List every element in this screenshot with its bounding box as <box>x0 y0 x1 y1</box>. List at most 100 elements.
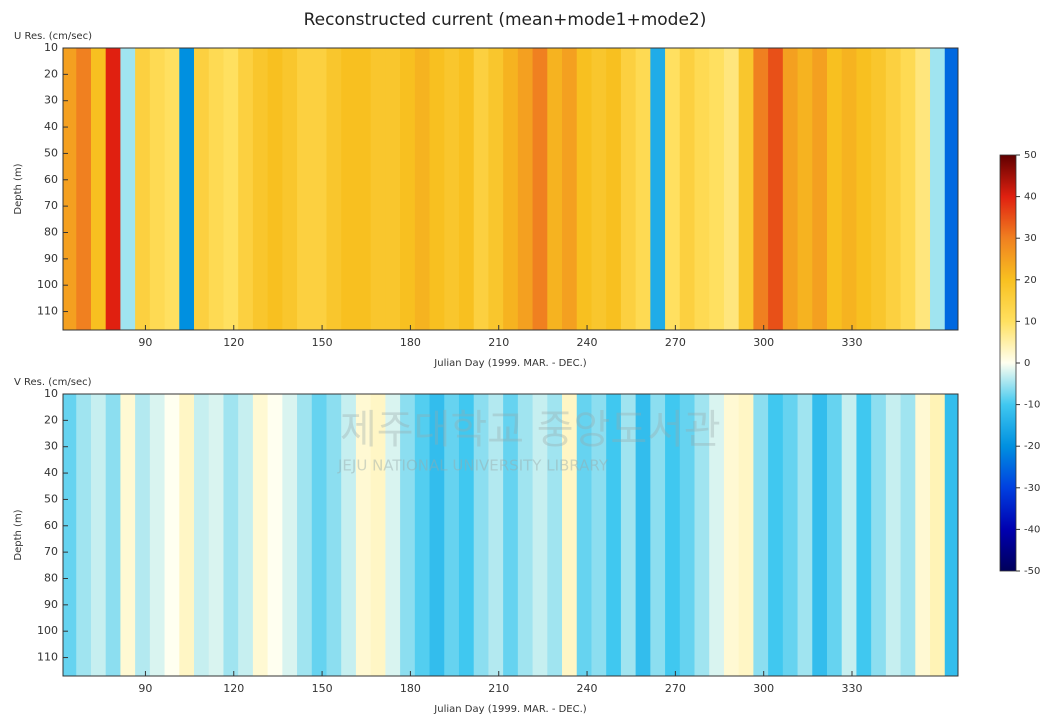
cell <box>709 394 725 676</box>
cell <box>488 394 504 676</box>
cell <box>606 48 622 330</box>
cell <box>370 48 386 330</box>
cell <box>517 394 534 676</box>
x-tick-label: 300 <box>753 682 774 695</box>
cell <box>297 48 313 330</box>
y-axis-label: Depth (m) <box>13 509 24 560</box>
cell <box>458 394 475 676</box>
y-tick-label: 60 <box>44 173 58 186</box>
x-tick-label: 180 <box>400 682 421 695</box>
cell <box>223 48 239 330</box>
cell <box>238 48 254 330</box>
cell <box>282 48 298 330</box>
x-tick-label: 120 <box>223 682 244 695</box>
cell <box>414 394 431 676</box>
cell <box>355 48 372 330</box>
cell <box>562 394 578 676</box>
cell <box>179 48 195 330</box>
colorbar-tick-label: -20 <box>1024 441 1040 452</box>
cell <box>709 48 725 330</box>
x-tick-label: 330 <box>842 682 863 695</box>
colorbar-tick-label: -30 <box>1024 483 1040 494</box>
cell <box>297 394 313 676</box>
x-tick-label: 300 <box>753 336 774 349</box>
cell <box>444 48 460 330</box>
y-tick-label: 30 <box>44 94 58 107</box>
cell <box>797 394 813 676</box>
y-tick-label: 100 <box>37 278 58 291</box>
cell <box>473 394 490 676</box>
cell <box>650 48 666 330</box>
cell <box>576 48 593 330</box>
x-tick-label: 90 <box>138 682 152 695</box>
cell <box>694 48 710 330</box>
cell <box>473 48 490 330</box>
cell <box>458 48 475 330</box>
cell <box>738 394 754 676</box>
x-tick-label: 270 <box>665 336 686 349</box>
y-tick-label: 70 <box>44 545 58 558</box>
cell <box>591 48 607 330</box>
cell <box>606 394 622 676</box>
y-tick-label: 30 <box>44 440 58 453</box>
cell <box>871 48 887 330</box>
x-tick-label: 150 <box>312 682 333 695</box>
cell <box>679 48 696 330</box>
cell <box>562 48 578 330</box>
cell <box>400 394 416 676</box>
cell <box>885 394 902 676</box>
cell <box>547 394 563 676</box>
cell <box>768 48 784 330</box>
cell <box>576 394 593 676</box>
cell <box>547 48 563 330</box>
field <box>63 394 958 676</box>
cell <box>444 394 460 676</box>
cell <box>400 48 416 330</box>
cell <box>620 394 637 676</box>
cell <box>753 394 769 676</box>
cell <box>856 48 872 330</box>
cell <box>135 394 151 676</box>
cell <box>797 48 813 330</box>
y-tick-label: 100 <box>37 624 58 637</box>
y-tick-label: 10 <box>44 387 58 400</box>
cell <box>782 48 799 330</box>
cell <box>532 394 548 676</box>
y-tick-label: 20 <box>44 413 58 426</box>
cell <box>915 48 931 330</box>
cell <box>311 48 328 330</box>
cell <box>738 48 754 330</box>
cell <box>503 394 519 676</box>
cell <box>944 394 958 676</box>
y-tick-label: 10 <box>44 41 58 54</box>
cell <box>179 394 195 676</box>
cell <box>930 394 946 676</box>
y-tick-label: 50 <box>44 146 58 159</box>
x-tick-label: 210 <box>488 682 509 695</box>
watermark: 제주대학교 중앙도서관 <box>340 407 721 453</box>
cell <box>488 48 504 330</box>
cell <box>90 394 107 676</box>
cell <box>532 48 548 330</box>
x-tick-label: 180 <box>400 336 421 349</box>
colorbar-tick-label: -40 <box>1024 524 1040 535</box>
colorbar-tick-label: 50 <box>1024 150 1037 161</box>
cell <box>164 48 180 330</box>
cell <box>135 48 151 330</box>
cell <box>429 394 445 676</box>
watermark-en: JEJU NATIONAL UNIVERSITY LIBRARY <box>337 457 609 475</box>
colorbar-tick-label: 10 <box>1024 316 1037 327</box>
panel-label: U Res. (cm/sec) <box>14 31 92 42</box>
cell <box>650 394 666 676</box>
x-tick-label: 90 <box>138 336 152 349</box>
y-tick-label: 110 <box>37 651 58 664</box>
cell <box>723 394 740 676</box>
cell <box>826 394 843 676</box>
cell <box>149 48 166 330</box>
cell <box>326 394 342 676</box>
plot-frame <box>62 393 959 677</box>
cell <box>900 48 916 330</box>
cell <box>105 48 122 330</box>
cell <box>679 394 696 676</box>
